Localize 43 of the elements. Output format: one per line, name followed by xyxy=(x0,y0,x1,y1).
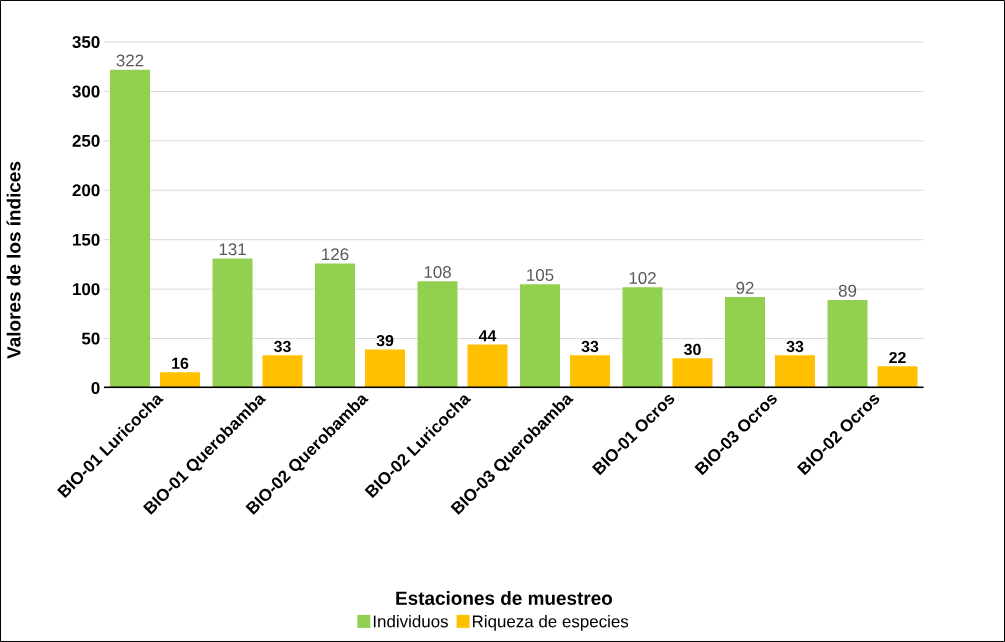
data-label: 44 xyxy=(478,330,497,342)
bar xyxy=(827,300,868,388)
bar xyxy=(725,297,766,388)
y-axis-title: Valores de los índices xyxy=(6,161,21,359)
data-label: 33 xyxy=(581,340,599,353)
data-label: 92 xyxy=(736,281,754,294)
y-tick-label: 150 xyxy=(73,233,100,246)
data-label: 105 xyxy=(527,268,554,281)
bar xyxy=(672,358,713,388)
data-label: 131 xyxy=(219,243,246,256)
data-label: 30 xyxy=(684,343,701,356)
data-label: 39 xyxy=(376,334,394,347)
bar xyxy=(110,69,151,388)
y-tick-label: 50 xyxy=(81,332,100,345)
y-tick-label: 0 xyxy=(91,381,100,394)
bar xyxy=(622,287,663,388)
bar xyxy=(417,281,458,388)
legend-label: Riqueza de especies xyxy=(472,615,629,631)
y-tick-label: 350 xyxy=(72,35,100,48)
data-label: 322 xyxy=(116,54,144,67)
bar xyxy=(570,355,611,388)
data-label: 108 xyxy=(424,266,451,279)
y-tick-label: 100 xyxy=(73,283,100,296)
bar xyxy=(315,263,356,388)
y-tick-label: 300 xyxy=(72,85,100,98)
bar xyxy=(877,366,918,388)
data-label: 22 xyxy=(889,351,906,364)
data-label: 33 xyxy=(786,340,804,353)
bar xyxy=(775,355,816,388)
x-axis-title: Estaciones de muestreo xyxy=(396,591,613,605)
legend-label: Individuos xyxy=(373,615,448,628)
bar xyxy=(262,355,303,388)
data-label: 16 xyxy=(172,357,189,369)
y-tick-label: 250 xyxy=(72,134,100,147)
data-label: 102 xyxy=(629,271,656,284)
data-label: 33 xyxy=(274,340,291,353)
bar xyxy=(467,344,508,388)
bar xyxy=(520,284,561,388)
bar xyxy=(365,349,406,388)
data-label: 89 xyxy=(838,284,857,297)
data-label: 126 xyxy=(322,248,349,261)
y-tick-label: 200 xyxy=(72,184,100,197)
bar xyxy=(212,258,253,388)
